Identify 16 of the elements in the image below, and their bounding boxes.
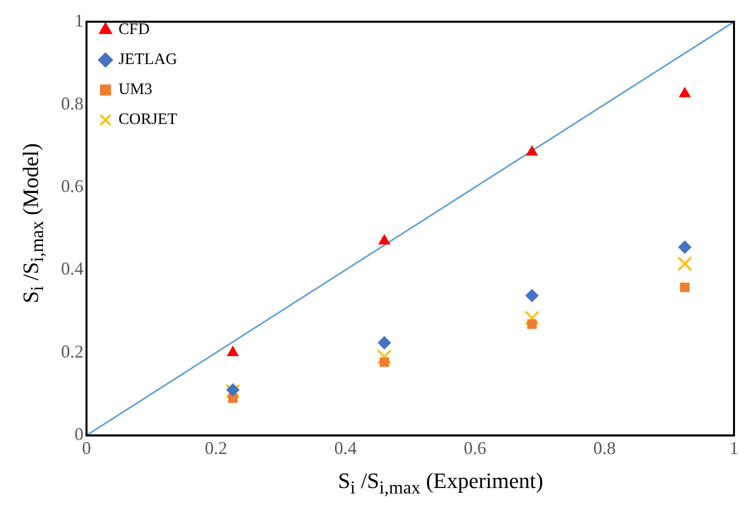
y-tick-label: 0.2 xyxy=(61,341,84,362)
x-tick-label: 0.8 xyxy=(593,438,616,458)
x-tick-label: 1 xyxy=(730,438,738,458)
x-axis-title: S$_{i}$ /S$_{i,max}$ (Experiment) xyxy=(338,468,544,498)
x-tick-label: 0.6 xyxy=(464,438,486,458)
y-tick-label: 0.8 xyxy=(61,93,84,114)
legend-label: JETLAG xyxy=(118,51,178,68)
x-tick-label: 0.2 xyxy=(204,438,228,458)
y-tick-label: 0 xyxy=(74,424,84,444)
y-tick-label: 1 xyxy=(74,10,84,31)
y-tick-label: 0.4 xyxy=(61,258,84,279)
y-tick-label: 0.6 xyxy=(61,176,84,196)
legend-label: UM3 xyxy=(118,81,152,98)
legend-label: CORJET xyxy=(118,111,178,128)
x-tick-label: 0.4 xyxy=(334,438,357,458)
legend-label: CFD xyxy=(118,21,150,38)
